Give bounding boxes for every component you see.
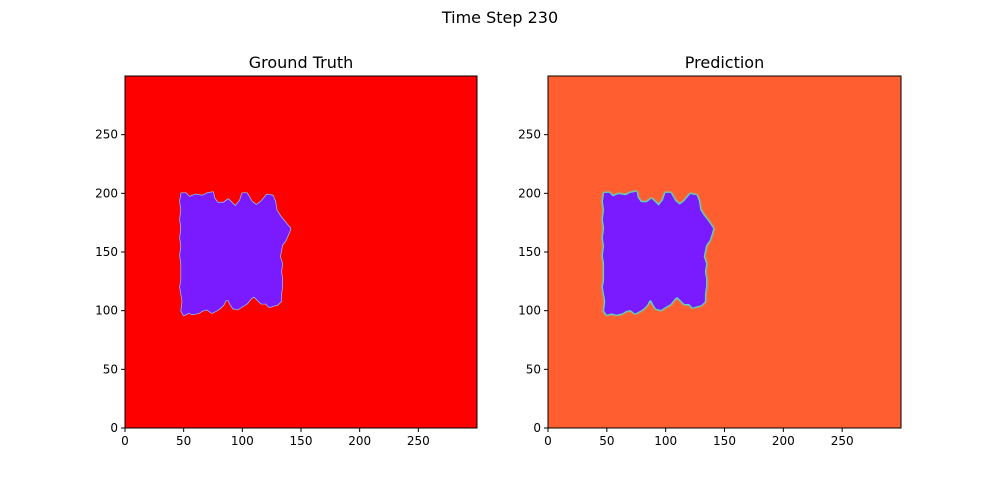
region-fill (602, 191, 714, 315)
y-tick-label: 100 (518, 304, 541, 318)
x-tick-label: 200 (772, 434, 795, 448)
y-tick-label: 150 (95, 245, 118, 259)
heatmap-background (548, 76, 901, 428)
x-tick-label: 250 (831, 434, 854, 448)
panel-title: Prediction (685, 53, 764, 72)
y-tick-label: 250 (518, 128, 541, 142)
x-tick-label: 0 (121, 434, 129, 448)
y-tick-label: 150 (518, 245, 541, 259)
y-tick-label: 0 (533, 421, 541, 435)
y-tick-label: 250 (95, 128, 118, 142)
x-tick-label: 250 (407, 434, 430, 448)
heatmap-background (125, 76, 477, 428)
figure-suptitle: Time Step 230 (441, 8, 558, 27)
panel-prediction: Prediction 0 50 100 150 200 250 0 50 100 150 200 250 (518, 53, 902, 448)
panel-title: Ground Truth (249, 53, 354, 72)
x-tick-label: 200 (348, 434, 371, 448)
x-tick-label: 50 (176, 434, 191, 448)
y-tick-label: 200 (95, 186, 118, 200)
y-tick-label: 50 (103, 362, 118, 376)
region-fill (179, 192, 291, 316)
x-tick-label: 100 (654, 434, 677, 448)
y-tick-label: 200 (518, 186, 541, 200)
y-tick-label: 50 (526, 362, 541, 376)
x-tick-label: 150 (713, 434, 736, 448)
x-tick-label: 0 (544, 434, 552, 448)
y-tick-label: 100 (95, 304, 118, 318)
x-tick-label: 100 (231, 434, 254, 448)
panel-ground-truth: Ground Truth 0 50 100 150 200 250 0 50 100 150 200 2… (95, 53, 478, 448)
y-tick-label: 0 (110, 421, 118, 435)
x-tick-label: 50 (599, 434, 614, 448)
x-tick-label: 150 (290, 434, 313, 448)
